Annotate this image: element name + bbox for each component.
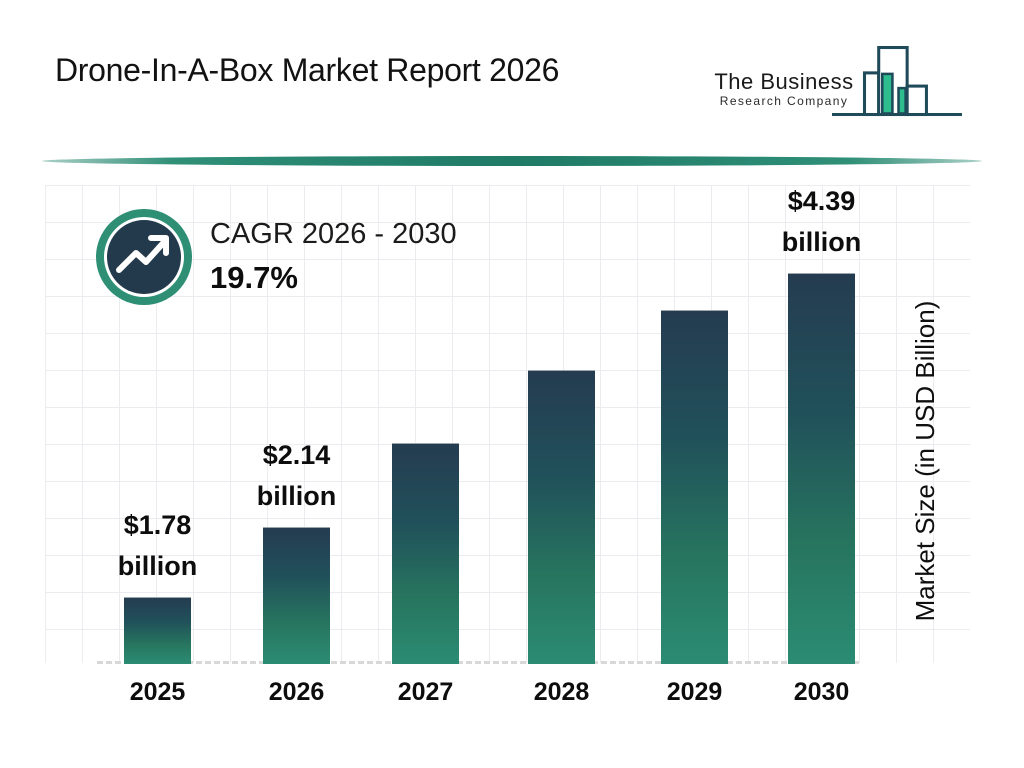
value-label-2025: $1.78 billion xyxy=(117,510,198,581)
x-tick-2029: 2029 xyxy=(666,678,723,706)
x-tick-2028: 2028 xyxy=(533,678,590,706)
logo-name-line: The Business xyxy=(714,69,854,94)
page-title: Drone-In-A-Box Market Report 2026 xyxy=(55,52,560,88)
company-logo-text: The Business Research Company xyxy=(700,69,868,109)
bar-2030 xyxy=(788,273,855,664)
bar-2025 xyxy=(124,597,191,664)
bar-2028 xyxy=(528,370,595,664)
bar-2027 xyxy=(392,443,459,664)
logo-subname-line: Research Company xyxy=(719,94,849,108)
bar-chart-logo-icon xyxy=(832,45,962,117)
x-tick-2030: 2030 xyxy=(793,678,850,706)
x-tick-2025: 2025 xyxy=(129,678,186,706)
x-tick-2026: 2026 xyxy=(268,678,325,706)
cagr-label: CAGR 2026 - 2030 xyxy=(210,218,457,250)
y-axis-label: Market Size (in USD Billion) xyxy=(910,300,940,622)
trend-up-icon xyxy=(96,209,192,305)
company-logo: The Business Research Company xyxy=(700,40,980,124)
bar-2029 xyxy=(661,310,728,664)
divider xyxy=(42,156,982,166)
value-label-2030: $4.39 billion xyxy=(781,186,862,257)
bar-2026 xyxy=(263,527,330,664)
x-axis-line xyxy=(97,661,859,664)
value-label-2026: $2.14 billion xyxy=(256,440,337,511)
x-tick-2027: 2027 xyxy=(397,678,454,706)
cagr-value: 19.7% xyxy=(210,260,298,295)
